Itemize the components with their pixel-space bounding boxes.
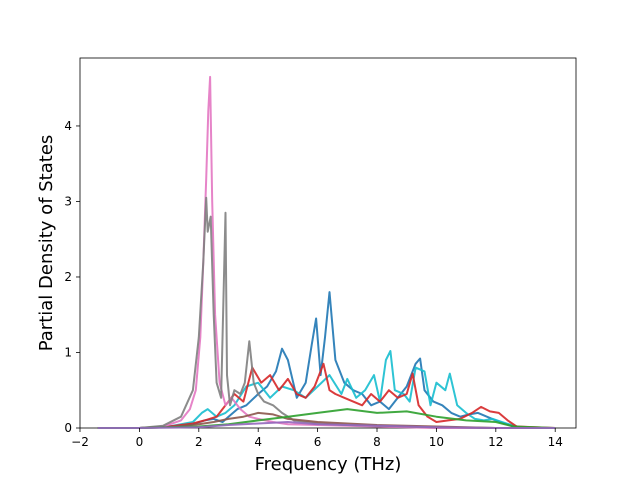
series-line-1 <box>97 350 556 429</box>
y-tick-label-3: 3 <box>64 194 72 208</box>
series-line-7 <box>97 421 556 429</box>
series-line-0 <box>97 291 556 429</box>
y-axis-label: Partial Density of States <box>36 135 57 352</box>
series-line-2 <box>97 362 556 429</box>
y-tick-label-2: 2 <box>64 270 72 284</box>
x-axis-ticks: −2 0 2 4 6 8 10 12 14 <box>71 428 563 449</box>
x-tick-label-8: 14 <box>548 435 563 449</box>
x-tick-label-0: −2 <box>71 435 89 449</box>
y-tick-label-1: 1 <box>64 345 72 359</box>
x-tick-label-3: 4 <box>254 435 262 449</box>
x-tick-label-5: 8 <box>373 435 381 449</box>
y-axis-ticks: 0 1 2 3 4 <box>64 119 80 435</box>
x-tick-label-6: 10 <box>429 435 444 449</box>
y-tick-label-4: 4 <box>64 119 72 133</box>
plot-area-frame <box>79 57 577 429</box>
series-layer <box>97 75 556 429</box>
x-tick-label-4: 6 <box>314 435 322 449</box>
y-tick-label-0: 0 <box>64 421 72 435</box>
x-tick-label-2: 2 <box>195 435 203 449</box>
x-tick-label-1: 0 <box>136 435 144 449</box>
x-axis-label: Frequency (THz) <box>255 454 402 475</box>
x-tick-label-7: 12 <box>488 435 503 449</box>
